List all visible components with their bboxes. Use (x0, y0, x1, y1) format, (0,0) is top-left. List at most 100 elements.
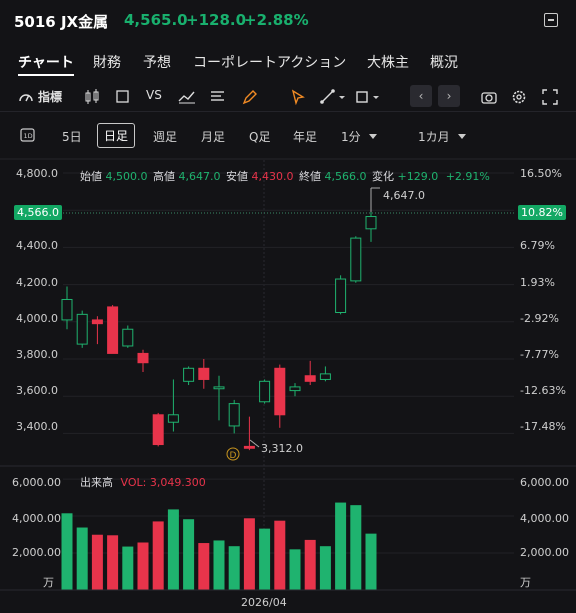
change-value: +129.0 (397, 170, 439, 183)
candle-body (213, 386, 225, 390)
y-tick: 3,800.0 (16, 348, 58, 361)
volume-bar (107, 535, 119, 590)
volume-bar (319, 546, 331, 590)
y-tick: 4,800.0 (16, 167, 58, 180)
open-value: 4,500.0 (105, 170, 148, 183)
volume-bar (213, 540, 225, 590)
indicator-icon[interactable] (18, 89, 36, 105)
high-label: 高値 (153, 170, 175, 183)
vol-tick: 4,000.00 (520, 512, 569, 525)
price-change: +128.0 (186, 11, 247, 29)
vol-unit: 万 (520, 576, 531, 589)
fullscreen-icon[interactable] (542, 89, 558, 105)
y-tick: 4,000.0 (16, 312, 58, 325)
volume-label: 出来高 (80, 476, 113, 489)
y-tick-pct: 16.50% (520, 167, 562, 180)
volume-bar (335, 502, 347, 590)
tab-chart[interactable]: チャート (18, 55, 74, 71)
current-price: 4,565.0 (124, 11, 188, 29)
expand-icon[interactable] (544, 13, 558, 27)
price-gridlines (63, 172, 514, 434)
candle-body (304, 375, 316, 382)
current-price-badge: 4,566.0 (14, 205, 62, 220)
volume-bar (91, 534, 103, 590)
tab-forecast[interactable]: 予想 (143, 55, 171, 71)
next-icon[interactable]: › (438, 85, 460, 107)
candle-body (335, 278, 347, 313)
square-icon[interactable] (116, 90, 130, 104)
change-label: 変化 (372, 170, 394, 183)
rect-draw-icon[interactable] (355, 89, 381, 105)
vol-tick: 2,000.00 (12, 546, 61, 559)
chevron-down-icon[interactable] (368, 133, 378, 141)
candle-body (152, 414, 164, 446)
list-icon[interactable] (210, 89, 226, 105)
y-tick-pct: -2.92% (520, 312, 559, 325)
period-1min[interactable]: 1分 (341, 130, 361, 144)
candle-icon[interactable] (84, 89, 100, 105)
candle-body (167, 414, 179, 423)
candle-body (319, 373, 331, 380)
chart-toolbar: 指標 VS ‹ › (0, 80, 576, 112)
vs-button[interactable]: VS (146, 88, 162, 102)
tab-shareholders[interactable]: 大株主 (367, 55, 409, 71)
vol-tick: 2,000.00 (520, 546, 569, 559)
y-tick-pct: 6.79% (520, 239, 555, 252)
period-yearly[interactable]: 年足 (293, 130, 318, 144)
candle-body (365, 216, 377, 230)
x-tick: 2026/04 (241, 596, 287, 609)
candle-body (274, 367, 286, 416)
pen-icon[interactable] (242, 89, 258, 105)
vol-tick: 6,000.00 (520, 476, 569, 489)
period-selector: 1D 5日 日足 週足 月足 Q足 年足 1分 1カ月 (0, 118, 576, 152)
candle-body (183, 367, 195, 382)
volume-bar (243, 518, 255, 590)
volume-bar (152, 521, 164, 590)
y-tick: 4,200.0 (16, 276, 58, 289)
current-pct-badge: 10.82% (518, 205, 566, 220)
chevron-down-icon[interactable] (457, 133, 467, 141)
cursor-icon[interactable] (290, 89, 306, 105)
period-quarterly[interactable]: Q足 (249, 130, 271, 144)
compare-icon[interactable] (178, 89, 196, 105)
header: 5016 JX金属 4,565.0 +128.0 +2.88% (0, 0, 576, 44)
gear-icon[interactable] (511, 89, 527, 105)
period-weekly[interactable]: 週足 (153, 130, 178, 144)
candle-body (259, 380, 271, 403)
tab-corporate-action[interactable]: コーポレートアクション (193, 55, 347, 71)
vol-tick: 4,000.00 (12, 512, 61, 525)
candle-body (137, 352, 149, 364)
y-tick: 3,600.0 (16, 384, 58, 397)
volume-bars (61, 502, 377, 590)
tab-financials[interactable]: 財務 (93, 55, 121, 71)
indicator-button[interactable]: 指標 (38, 90, 63, 104)
volume-bar (137, 542, 149, 590)
change-pct-value: +2.91% (445, 170, 490, 183)
vol-tick: 6,000.00 (12, 476, 61, 489)
volume-bar (350, 505, 362, 590)
volume-bar (198, 543, 210, 590)
period-daily[interactable]: 日足 (97, 123, 136, 148)
candle-body (122, 328, 134, 347)
high-annotation: 4,647.0 (383, 189, 425, 202)
open-label: 始値 (80, 170, 102, 183)
candle-body (243, 445, 255, 449)
trendline-icon[interactable] (320, 89, 346, 105)
period-monthly[interactable]: 月足 (201, 130, 226, 144)
prev-icon[interactable]: ‹ (410, 85, 432, 107)
candle-body (61, 298, 73, 321)
active-tab-underline (18, 74, 74, 76)
volume-bar (167, 509, 179, 590)
candle-body (350, 237, 362, 282)
calendar-icon[interactable]: 1D (20, 127, 36, 143)
period-5d[interactable]: 5日 (62, 130, 82, 144)
dividend-marker-label: D (230, 451, 237, 461)
volume-bar (304, 539, 316, 590)
tab-overview[interactable]: 概況 (430, 55, 458, 71)
y-tick-pct: -17.48% (520, 420, 566, 433)
volume-bar (76, 527, 88, 590)
range-1month[interactable]: 1カ月 (418, 130, 450, 144)
candle-body (107, 306, 119, 354)
camera-icon[interactable] (481, 89, 497, 105)
